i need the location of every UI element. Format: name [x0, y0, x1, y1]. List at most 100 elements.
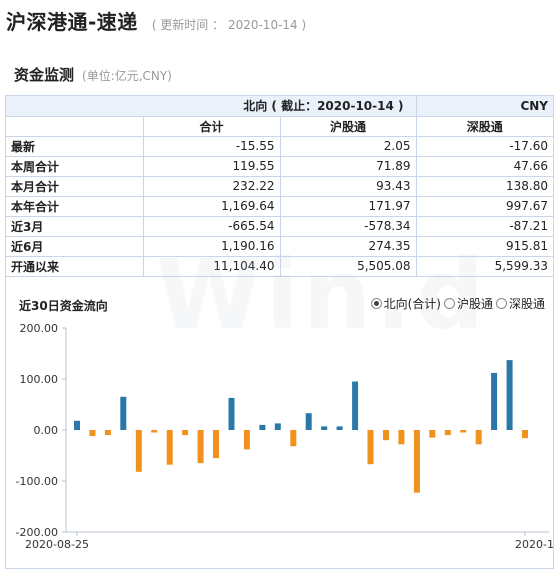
cell-total: -15.55: [143, 136, 281, 157]
bar[interactable]: [522, 430, 528, 439]
page-header: 沪深港通-速递 ( 更新时间 ： 2020-10-14 ): [6, 6, 306, 36]
column-header-blank: [6, 116, 144, 137]
northbound-flow-table: 北向 ( 截止：2020-10-14 ) CNY 合计 沪股通 深股通 最新 -…: [6, 96, 553, 277]
table-row: 本月合计 232.22 93.43 138.80: [6, 176, 553, 197]
table-header-title: 北向 ( 截止：2020-10-14 ): [6, 96, 417, 117]
bar[interactable]: [243, 430, 250, 450]
cell-total: -665.54: [143, 216, 281, 237]
column-header-sh: 沪股通: [280, 116, 417, 137]
radio-icon[interactable]: [495, 298, 507, 309]
bar[interactable]: [89, 430, 96, 437]
column-header-total: 合计: [143, 116, 281, 137]
cell-sh: 2.05: [280, 136, 417, 157]
row-label: 开通以来: [6, 256, 144, 277]
table-row: 本周合计 119.55 71.89 47.66: [6, 156, 553, 177]
update-time: ( 更新时间 ： 2020-10-14 ): [151, 18, 307, 32]
cell-sh: 71.89: [280, 156, 417, 177]
legend-northbound-total[interactable]: 北向(合计): [370, 295, 441, 312]
legend-shenzhen-connect[interactable]: 深股通: [495, 295, 545, 312]
table-column-row: 合计 沪股通 深股通: [6, 116, 553, 137]
bar[interactable]: [491, 372, 498, 430]
table-currency: CNY: [416, 96, 553, 117]
cell-total: 1,190.16: [143, 236, 281, 257]
row-label: 本年合计: [6, 196, 144, 217]
legend-shanghai-connect[interactable]: 沪股通: [443, 295, 493, 312]
bar[interactable]: [197, 430, 204, 464]
y-tick-label: 200.00: [20, 322, 59, 335]
bar[interactable]: [290, 430, 297, 447]
row-label: 最新: [6, 136, 144, 157]
bar[interactable]: [104, 430, 111, 436]
bar[interactable]: [413, 430, 420, 493]
bar[interactable]: [398, 430, 405, 445]
fund-flow-bar-chart: -200.00 -100.00 0.00 100.00 200.00 2020-08-2…: [16, 322, 553, 551]
cell-total: 11,104.40: [143, 256, 281, 277]
bar[interactable]: [228, 397, 235, 430]
row-label: 本周合计: [6, 156, 144, 177]
bar[interactable]: [429, 430, 436, 438]
row-label: 近3月: [6, 216, 144, 237]
bar[interactable]: [151, 430, 158, 433]
section-header: 资金监测 (单位:亿元,CNY): [14, 64, 172, 85]
bar[interactable]: [506, 360, 513, 430]
bar[interactable]: [444, 430, 451, 436]
bar[interactable]: [367, 430, 374, 465]
section-unit: (单位:亿元,CNY): [82, 69, 172, 83]
cell-sh: 93.43: [280, 176, 417, 197]
cell-sz: -87.21: [416, 216, 553, 237]
radio-icon[interactable]: [443, 298, 455, 309]
cell-sz: 138.80: [416, 176, 553, 197]
radio-selected-icon[interactable]: [370, 298, 382, 309]
row-label: 本月合计: [6, 176, 144, 197]
cell-sh: -578.34: [280, 216, 417, 237]
bar[interactable]: [259, 424, 266, 430]
cell-total: 232.22: [143, 176, 281, 197]
table-row: 本年合计 1,169.64 171.97 997.67: [6, 196, 553, 217]
y-tick-label: -200.00: [16, 526, 58, 539]
section-title: 资金监测: [14, 66, 75, 84]
table-title-row: 北向 ( 截止：2020-10-14 ) CNY: [6, 96, 553, 117]
bar[interactable]: [321, 426, 328, 430]
bar[interactable]: [213, 430, 219, 459]
y-tick-label: 0.00: [34, 424, 59, 437]
cell-sh: 274.35: [280, 236, 417, 257]
legend-label: 北向(合计): [383, 297, 441, 311]
cell-sz: 997.67: [416, 196, 553, 217]
row-label: 近6月: [6, 236, 144, 257]
bar[interactable]: [383, 430, 389, 441]
column-header-sz: 深股通: [416, 116, 553, 137]
fund-monitor-panel: 北向 ( 截止：2020-10-14 ) CNY 合计 沪股通 深股通 最新 -…: [5, 95, 554, 569]
cell-sz: -17.60: [416, 136, 553, 157]
bar[interactable]: [475, 430, 482, 445]
bar[interactable]: [305, 413, 312, 430]
bar[interactable]: [120, 396, 127, 430]
table-row: 近6月 1,190.16 274.35 915.81: [6, 236, 553, 257]
bar[interactable]: [135, 430, 142, 472]
cell-sz: 5,599.33: [416, 256, 553, 277]
cell-sz: 915.81: [416, 236, 553, 257]
bar[interactable]: [274, 423, 281, 430]
x-tick-label: 2020-10-14: [515, 538, 553, 551]
bar[interactable]: [460, 430, 467, 433]
bar[interactable]: [336, 426, 343, 430]
bar[interactable]: [352, 381, 359, 431]
table-row: 最新 -15.55 2.05 -17.60: [6, 136, 553, 157]
legend-label: 沪股通: [456, 297, 493, 311]
y-tick-label: 100.00: [20, 373, 59, 386]
chart-legend: 北向(合计) 沪股通 深股通: [368, 295, 545, 312]
cell-sh: 5,505.08: [280, 256, 417, 277]
y-tick-label: -100.00: [16, 475, 58, 488]
cell-sh: 171.97: [280, 196, 417, 217]
cell-total: 119.55: [143, 156, 281, 177]
bar[interactable]: [74, 420, 80, 430]
legend-label: 深股通: [508, 297, 545, 311]
y-axis: -200.00 -100.00 0.00 100.00 200.00: [16, 322, 549, 539]
chart-title: 近30日资金流向: [19, 299, 108, 313]
table-row: 近3月 -665.54 -578.34 -87.21: [6, 216, 553, 237]
x-tick-label: 2020-08-25: [25, 538, 89, 551]
bar[interactable]: [182, 430, 189, 436]
bar-series: [74, 360, 528, 493]
bar[interactable]: [166, 430, 173, 465]
cell-sz: 47.66: [416, 156, 553, 177]
page-title: 沪深港通-速递: [6, 10, 138, 34]
